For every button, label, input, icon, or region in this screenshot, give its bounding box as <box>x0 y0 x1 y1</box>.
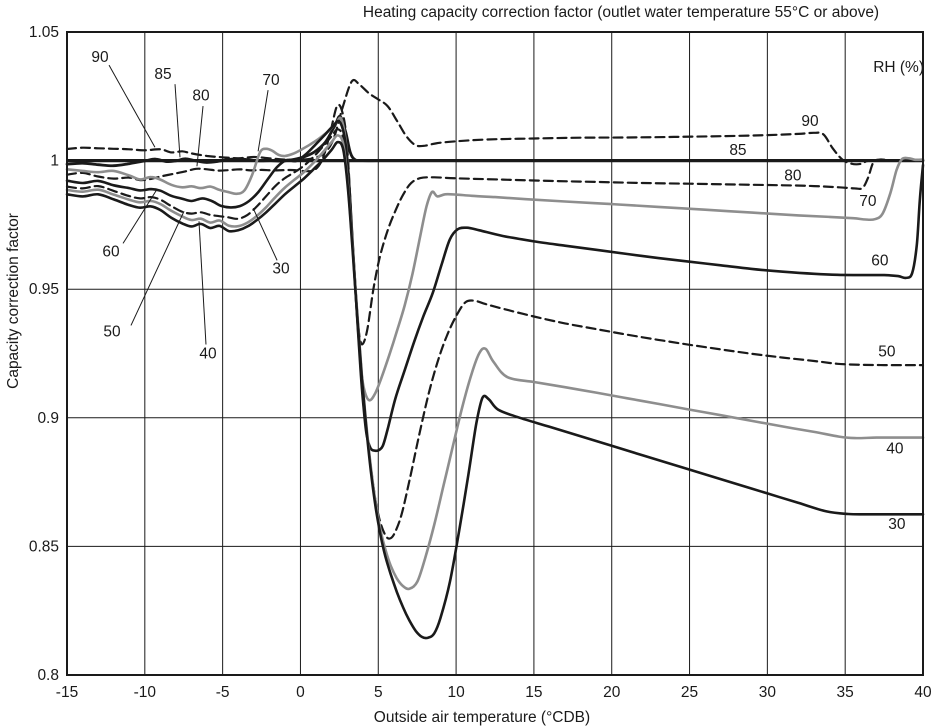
curve-rh-60 <box>65 119 925 453</box>
grid-layer <box>66 31 924 676</box>
curve-label-right-60: 60 <box>871 252 889 269</box>
x-tick-40: 40 <box>914 684 932 701</box>
curve-rh-40 <box>65 134 925 591</box>
leader-line-70 <box>257 90 269 152</box>
x-axis-label: Outside air temperature (°CDB) <box>374 709 590 726</box>
x-tick-15: 15 <box>525 684 542 701</box>
x-tick--10: -10 <box>134 684 157 701</box>
leader-line-90 <box>108 64 156 148</box>
y-tick-0.95: 0.95 <box>29 281 59 298</box>
curve-rh-90 <box>65 78 925 166</box>
x-tick--5: -5 <box>216 684 230 701</box>
curve-rh-85 <box>65 114 925 168</box>
y-tick-0.8: 0.8 <box>37 667 59 684</box>
curve-label-left-80: 80 <box>192 87 210 104</box>
legend-rh-label: RH (%) <box>873 59 924 76</box>
curve-label-left-40: 40 <box>199 346 217 363</box>
curve-label-right-80: 80 <box>784 167 802 184</box>
frame-layer <box>66 31 924 676</box>
tick-label-layer: -15 -10 -5 0 5 10 15 20 25 30 35 40 0.8 0.85 0.9 0.95 1 1… <box>29 24 932 701</box>
curve-label-right-40: 40 <box>886 441 904 458</box>
curve-label-right-50: 50 <box>878 343 896 360</box>
leader-line-30 <box>252 207 278 261</box>
plot-frame <box>66 31 924 676</box>
curve-label-left-70: 70 <box>262 72 280 89</box>
curve-label-left-60: 60 <box>102 243 120 260</box>
curve-label-right-90: 90 <box>801 113 819 130</box>
curve-label-left-90: 90 <box>91 49 109 66</box>
x-tick-5: 5 <box>374 684 383 701</box>
leader-line-80 <box>196 106 204 167</box>
y-tick-0.85: 0.85 <box>29 538 59 555</box>
curve-rh-50 <box>65 128 925 540</box>
curve-label-right-70: 70 <box>859 193 877 210</box>
curve-label-left-50: 50 <box>103 323 121 340</box>
x-tick-25: 25 <box>681 684 698 701</box>
y-tick-1: 1 <box>50 153 59 170</box>
x-tick-35: 35 <box>837 684 854 701</box>
leader-line-50 <box>130 211 185 326</box>
curve-layer <box>65 78 925 640</box>
curve-rh-30 <box>65 140 925 640</box>
chart-title: Heating capacity correction factor (outl… <box>363 4 879 21</box>
y-axis-label: Capacity correction factor <box>5 213 22 389</box>
y-tick-0.9: 0.9 <box>37 410 59 427</box>
leader-line-60 <box>122 189 158 244</box>
curve-label-left-85: 85 <box>154 66 171 83</box>
x-tick-0: 0 <box>296 684 305 701</box>
annotation-layer: 90 85 80 70 60 50 40 30 90 85 80 70 60 50 40 30 <box>91 49 905 533</box>
curve-label-left-30: 30 <box>272 260 290 277</box>
x-tick-30: 30 <box>759 684 777 701</box>
leader-line-40 <box>198 221 207 345</box>
curve-label-right-85: 85 <box>729 142 746 159</box>
x-tick--15: -15 <box>56 684 78 701</box>
leader-line-85 <box>174 84 181 158</box>
curve-label-right-30: 30 <box>888 516 906 533</box>
x-tick-10: 10 <box>447 684 465 701</box>
x-tick-20: 20 <box>603 684 621 701</box>
y-tick-1.05: 1.05 <box>29 24 59 41</box>
